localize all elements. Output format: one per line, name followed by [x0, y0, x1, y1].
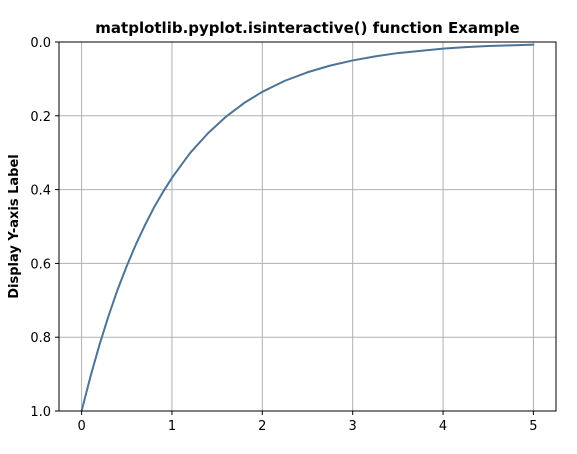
x-tick-label: 4 — [439, 419, 447, 434]
plot-frame — [58, 41, 557, 412]
y-tick-label: 0.4 — [30, 184, 51, 199]
y-tick-label: 0.8 — [30, 331, 51, 346]
y-tick-label: 1.0 — [30, 405, 51, 420]
grid — [59, 41, 556, 412]
chart-title: matplotlib.pyplot.isinteractive() functi… — [95, 19, 519, 37]
axis-ticks: 0 1 2 3 4 5 0.0 0.2 0.4 0.6 0.8 1.0 — [30, 36, 537, 434]
x-tick-label: 1 — [168, 419, 176, 434]
x-tick-label: 5 — [529, 419, 537, 434]
x-tick-label: 2 — [258, 419, 266, 434]
y-tick-label: 0.6 — [30, 257, 51, 272]
series-line — [80, 43, 535, 412]
y-tick-label: 0.0 — [30, 36, 51, 51]
y-axis-label: Display Y-axis Label — [7, 154, 22, 299]
x-tick-label: 0 — [77, 419, 85, 434]
y-tick-label: 0.2 — [30, 110, 51, 125]
x-tick-label: 3 — [349, 419, 357, 434]
